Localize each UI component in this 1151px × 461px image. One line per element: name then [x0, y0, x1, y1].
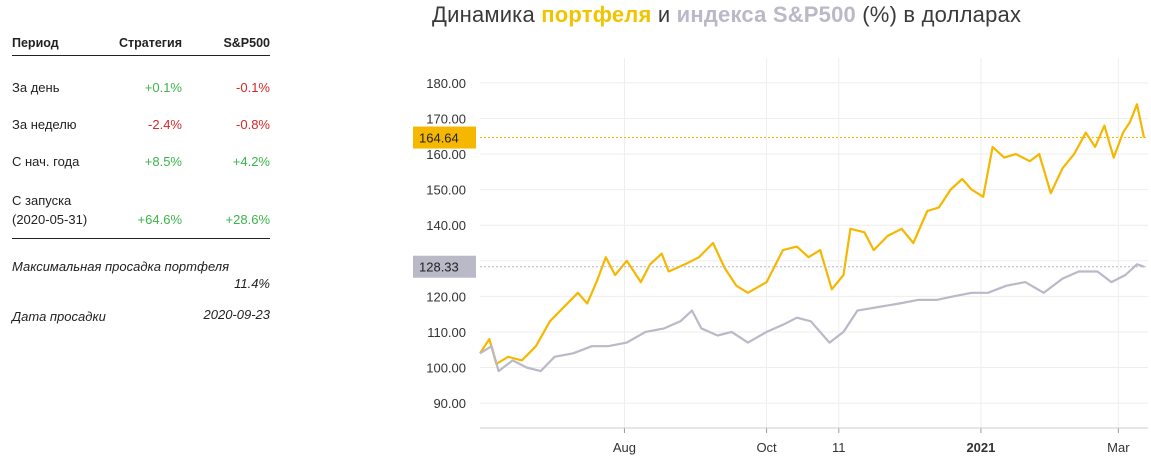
- chart-title: Динамика портфеля и индекса S&P500 (%) в…: [432, 2, 1021, 28]
- stats-row-week: За неделю -2.4% -0.8%: [12, 117, 270, 132]
- row-strategy-value: +8.5%: [144, 154, 182, 169]
- y-tick-label: 180.00: [426, 76, 466, 91]
- x-tick-label: 11: [832, 440, 846, 455]
- title-portfolio-word: портфеля: [541, 2, 652, 27]
- stats-row-day: За день +0.1% -0.1%: [12, 80, 270, 95]
- row-label: С нач. года: [12, 154, 80, 169]
- row-index-value: -0.8%: [236, 117, 270, 132]
- stats-header: Период Стратегия S&P500: [12, 28, 270, 56]
- row-index-value: -0.1%: [236, 80, 270, 95]
- index-last-value-label: 128.33: [419, 260, 459, 275]
- portfolio-last-value-badge: [413, 126, 476, 149]
- row-strategy-value: +0.1%: [144, 80, 182, 95]
- stats-divider: [12, 238, 270, 239]
- y-tick-label: 120.00: [426, 289, 466, 304]
- max-drawdown: Максимальная просадка портфеля 11.4%: [12, 257, 270, 291]
- y-tick-label: 140.00: [426, 218, 466, 233]
- x-tick-label: 2021: [966, 440, 995, 455]
- y-tick-label: 150.00: [426, 183, 466, 198]
- x-tick-label: Oct: [756, 440, 777, 455]
- drawdown-date: Дата просадки 2020-09-23: [12, 307, 270, 326]
- stats-row-ytd: С нач. года +8.5% +4.2%: [12, 154, 270, 169]
- stats-row-inception: С запуска (2020-05-31) +64.6% +28.6%: [12, 191, 270, 229]
- max-drawdown-label: Максимальная просадка портфеля: [12, 259, 230, 274]
- title-middle: и: [651, 2, 677, 27]
- index-last-value-badge: [413, 255, 476, 278]
- title-prefix: Динамика: [432, 2, 542, 27]
- header-strategy: Стратегия: [119, 36, 182, 50]
- title-suffix: (%) в долларах: [855, 2, 1022, 27]
- row-strategy-value: -2.4%: [148, 117, 182, 132]
- header-period: Период: [12, 36, 59, 50]
- drawdown-date-value: 2020-09-23: [203, 307, 271, 322]
- row-strategy-value: +64.6%: [137, 212, 182, 227]
- header-index: S&P500: [223, 36, 270, 50]
- y-tick-label: 90.00: [433, 396, 466, 411]
- y-tick-label: 110.00: [427, 325, 466, 340]
- row-label: С запуска (2020-05-31): [12, 193, 88, 227]
- y-tick-label: 100.00: [426, 361, 466, 376]
- title-index-word: индекса S&P500: [676, 2, 856, 27]
- portfolio-last-value-label: 164.64: [419, 131, 459, 146]
- x-tick-label: Aug: [613, 440, 636, 455]
- row-label: За неделю: [12, 117, 77, 132]
- portfolio-series-line: [479, 103, 1146, 366]
- stats-table: Период Стратегия S&P500 За день +0.1% -0…: [12, 28, 270, 326]
- index-series-line: [479, 263, 1145, 373]
- x-tick-label: Mar: [1107, 440, 1130, 455]
- y-tick-label: 160.00: [426, 147, 466, 162]
- row-label: За день: [12, 80, 60, 95]
- drawdown-date-label: Дата просадки: [12, 309, 106, 324]
- y-tick-label: 170.00: [426, 111, 466, 126]
- row-index-value: +4.2%: [232, 154, 270, 169]
- row-index-value: +28.6%: [225, 212, 270, 227]
- max-drawdown-value: 11.4%: [234, 276, 270, 291]
